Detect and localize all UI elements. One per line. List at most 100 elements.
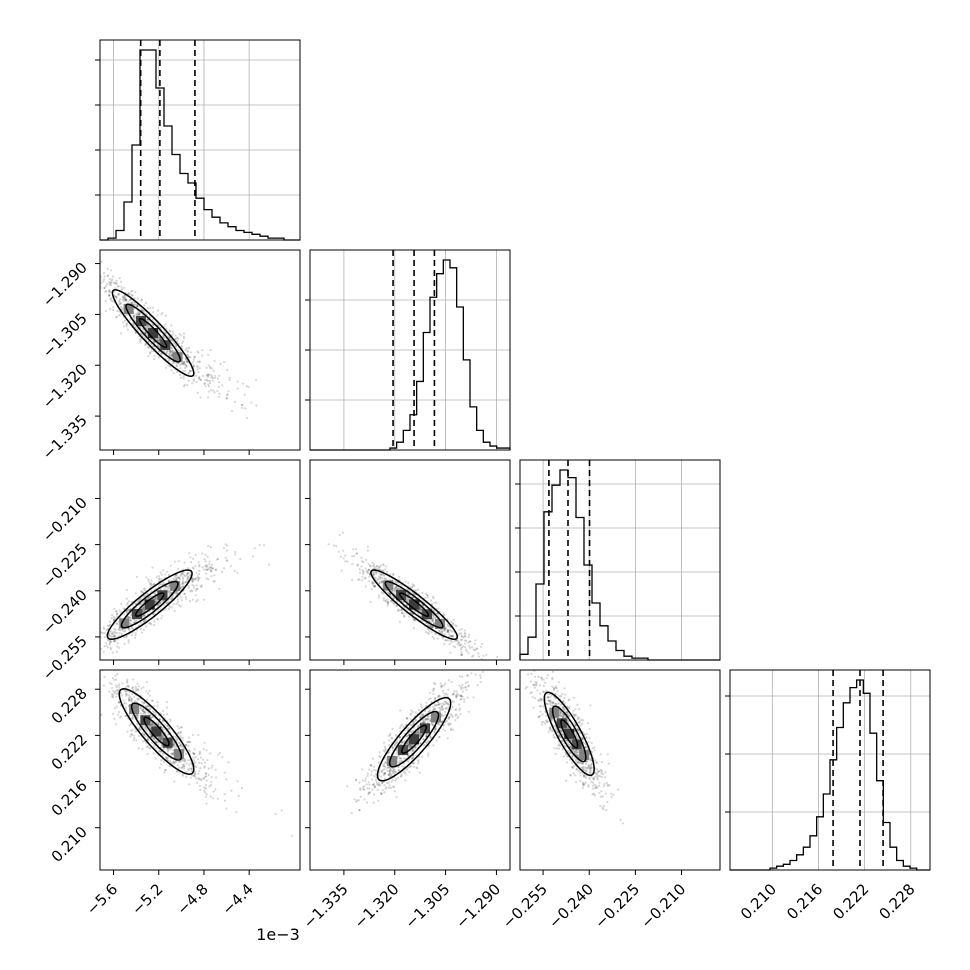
sample-point <box>353 554 356 558</box>
sample-point <box>437 703 440 706</box>
sample-point <box>172 742 175 745</box>
sample-point <box>90 626 92 628</box>
sample-point <box>462 698 466 701</box>
sample-point <box>197 365 200 368</box>
sample-point <box>158 336 161 339</box>
sample-point <box>175 592 178 595</box>
sample-point <box>113 635 116 638</box>
sample-point <box>442 637 445 640</box>
sample-point <box>114 617 117 620</box>
sample-point <box>366 571 369 574</box>
sample-point <box>573 713 576 717</box>
sample-point <box>422 718 425 721</box>
sample-point <box>166 349 169 353</box>
density-cell <box>151 726 162 737</box>
sample-point <box>405 717 409 720</box>
sample-point <box>388 773 391 776</box>
sample-point <box>197 733 200 737</box>
sample-point <box>441 708 444 711</box>
sample-point <box>145 625 148 628</box>
sample-point <box>183 383 186 386</box>
sample-point <box>146 752 149 756</box>
sample-point <box>120 306 123 309</box>
sample-point <box>136 304 139 307</box>
sample-point <box>168 350 171 353</box>
sample-point <box>154 596 157 600</box>
sample-point <box>96 281 98 283</box>
sample-point <box>198 784 201 787</box>
sample-point <box>130 697 133 700</box>
sample-point <box>111 712 115 716</box>
sample-point <box>166 758 169 761</box>
sample-point <box>150 623 153 626</box>
sample-point <box>177 576 180 579</box>
sample-point <box>388 772 392 775</box>
sample-point <box>103 272 106 275</box>
sample-point <box>193 355 196 358</box>
axes-frame <box>99 39 301 241</box>
sample-point <box>426 721 429 724</box>
sample-point <box>156 740 159 743</box>
sample-point <box>109 284 112 287</box>
sample-point <box>104 310 107 313</box>
sample-point <box>168 718 171 721</box>
sample-point <box>372 573 375 576</box>
sample-point <box>168 336 171 339</box>
sample-point <box>110 297 113 300</box>
sample-point <box>209 568 212 571</box>
sample-point <box>194 772 197 775</box>
sample-point <box>395 585 398 588</box>
sample-point <box>179 743 182 747</box>
sample-point <box>193 752 196 755</box>
sample-point <box>209 566 213 569</box>
sample-point <box>118 701 121 704</box>
sample-point <box>460 628 464 631</box>
sample-point <box>382 573 385 576</box>
sample-point <box>396 588 399 591</box>
sample-point <box>444 702 447 705</box>
sample-point <box>200 762 203 765</box>
sample-point <box>409 743 412 746</box>
sample-point <box>175 576 178 580</box>
sample-point <box>124 298 127 301</box>
sample-point <box>195 576 198 580</box>
sample-point <box>207 374 210 377</box>
sample-point <box>434 616 437 619</box>
sample-point <box>96 269 98 271</box>
sample-point <box>441 713 444 716</box>
sample-point <box>122 325 125 328</box>
sample-point <box>539 710 542 713</box>
sample-point <box>124 630 127 633</box>
sample-point <box>441 714 444 718</box>
sample-point <box>206 565 209 568</box>
sample-point <box>166 757 169 760</box>
sample-point <box>130 614 133 617</box>
sample-point <box>170 369 173 372</box>
sample-point <box>113 607 116 610</box>
sample-point <box>167 579 171 582</box>
sample-point <box>188 371 191 374</box>
sample-point <box>146 745 149 748</box>
sample-point <box>363 788 366 791</box>
sample-point <box>177 741 180 745</box>
sample-point <box>124 693 128 696</box>
sample-point <box>430 607 433 610</box>
sample-point <box>128 699 131 702</box>
sample-point <box>180 582 184 586</box>
sample-point <box>170 338 173 342</box>
sample-point <box>202 789 206 792</box>
sample-point <box>182 370 185 373</box>
sample-point <box>222 547 226 550</box>
sample-point <box>120 285 123 288</box>
sample-point <box>181 581 185 584</box>
sample-point <box>171 362 174 365</box>
sample-point <box>129 619 133 622</box>
sample-point <box>398 761 401 764</box>
sample-point <box>240 787 244 790</box>
sample-point <box>136 305 139 308</box>
sample-point <box>435 704 438 707</box>
sample-point <box>455 696 458 699</box>
sample-point <box>193 772 197 776</box>
sample-point <box>381 768 384 772</box>
sample-point <box>185 770 188 774</box>
